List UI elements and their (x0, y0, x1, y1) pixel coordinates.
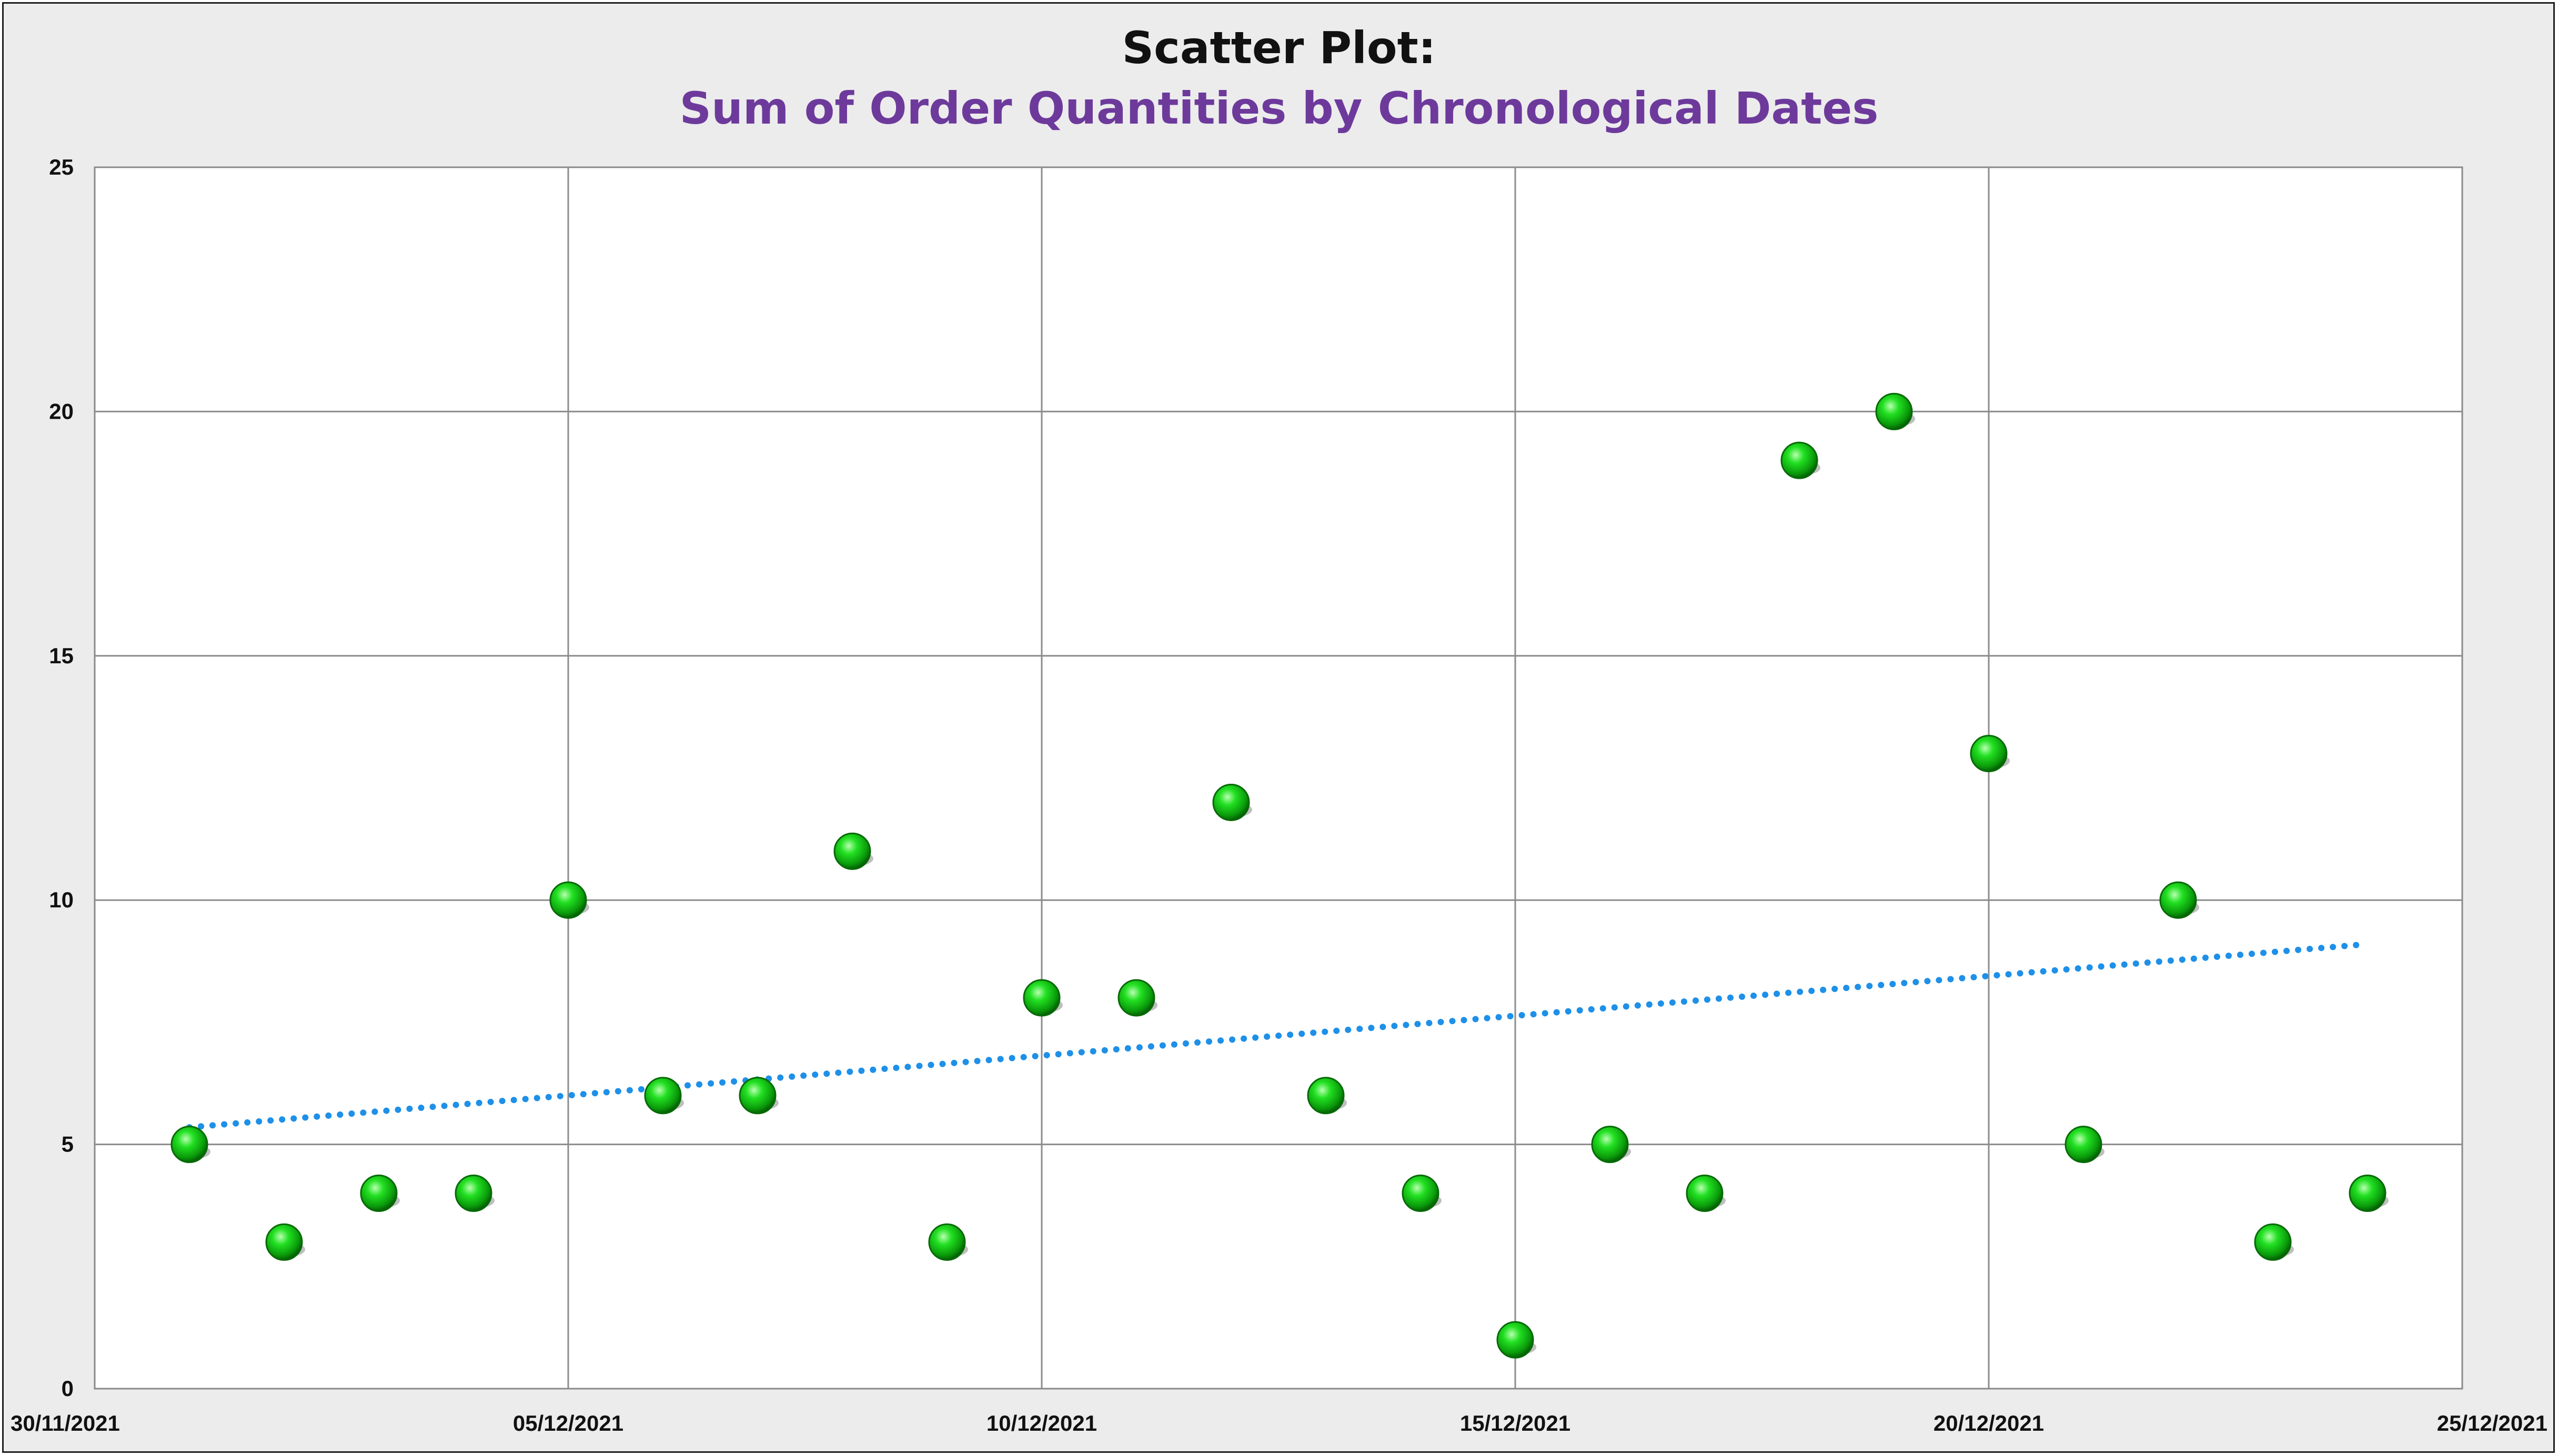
data-point (1875, 392, 1915, 430)
y-tick-label: 25 (49, 155, 74, 179)
y-tick-label: 20 (49, 399, 74, 423)
data-point (833, 832, 873, 870)
data-point (1686, 1174, 1726, 1212)
data-point (1780, 441, 1820, 479)
y-tick-label: 0 (62, 1376, 74, 1401)
chart-subtitle: Sum of Order Quantities by Chronological… (680, 83, 1879, 134)
data-point (739, 1077, 779, 1115)
data-point (1402, 1174, 1442, 1212)
data-point (644, 1077, 684, 1115)
data-point (1307, 1077, 1347, 1115)
data-point (265, 1223, 305, 1261)
y-tick-label: 15 (49, 643, 74, 668)
data-point (2254, 1223, 2294, 1261)
x-tick-label: 25/12/2021 (2437, 1411, 2547, 1435)
y-axis-ticks: 0 5 10 15 20 25 (49, 155, 74, 1401)
trendline-path (186, 941, 2371, 1131)
data-point (455, 1174, 495, 1212)
x-tick-label: 15/12/2021 (1460, 1411, 1570, 1435)
data-point (1023, 979, 1063, 1017)
data-point (360, 1174, 400, 1212)
data-point (1496, 1321, 1536, 1359)
data-point (2159, 881, 2199, 919)
data-point (1970, 735, 2010, 773)
y-tick-label: 10 (49, 887, 74, 912)
data-point (928, 1223, 968, 1261)
data-point (2064, 1126, 2104, 1164)
x-tick-label: 20/12/2021 (1933, 1411, 2044, 1435)
x-tick-label: 05/12/2021 (513, 1411, 623, 1435)
chart-title: Scatter Plot: (1122, 22, 1436, 74)
data-point (1117, 979, 1157, 1017)
data-point (1212, 783, 1252, 821)
data-point (1591, 1126, 1631, 1164)
y-tick-label: 5 (62, 1132, 74, 1157)
trendline (186, 941, 2371, 1131)
data-points (170, 392, 2389, 1359)
x-axis-ticks: 30/11/2021 05/12/2021 10/12/2021 15/12/2021… (11, 1411, 2547, 1435)
x-tick-label: 10/12/2021 (986, 1411, 1097, 1435)
x-tick-label: 30/11/2021 (11, 1411, 120, 1435)
data-point (170, 1126, 210, 1164)
data-point (2349, 1174, 2389, 1212)
data-point (549, 881, 589, 919)
plot-area (94, 166, 2463, 1390)
